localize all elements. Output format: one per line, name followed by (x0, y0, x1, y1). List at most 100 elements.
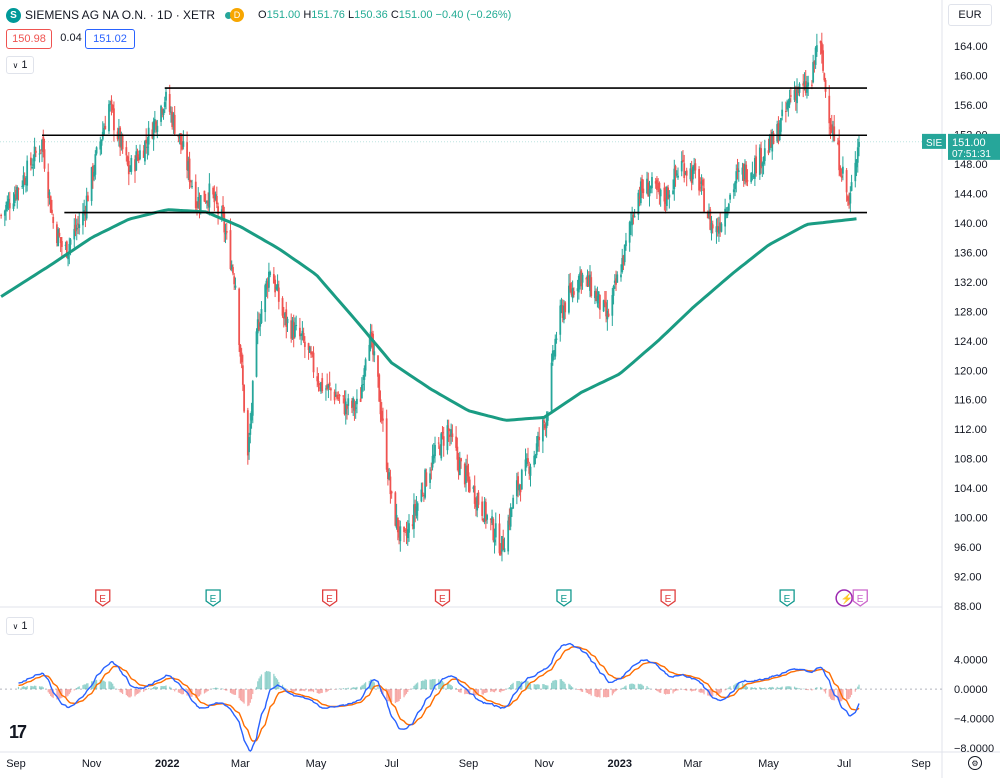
settings-gear-icon[interactable]: ⚙ (968, 756, 982, 770)
candle-body (475, 500, 477, 508)
candle-body (753, 158, 756, 179)
candle-body (622, 255, 625, 265)
candle-body (665, 186, 668, 206)
candle-body (134, 159, 136, 172)
candle-body (850, 182, 853, 191)
candle-body (625, 240, 627, 247)
candle-body (745, 164, 748, 183)
candle-body (596, 295, 599, 304)
candle-body (793, 90, 796, 100)
candle-body (589, 274, 591, 291)
candle-body (525, 458, 528, 464)
candle-body (264, 285, 267, 313)
bid-price-button[interactable]: 150.98 (6, 29, 52, 49)
candle-body (752, 175, 755, 178)
candle-body (694, 163, 697, 171)
price-tick-label: 116.00 (954, 395, 987, 407)
candle-body (42, 136, 45, 152)
candle-body (276, 284, 279, 291)
event-marker-label: E (439, 594, 446, 605)
main-pane-collapse-button[interactable]: ∨ 1 (6, 56, 34, 74)
candle-body (109, 103, 112, 105)
candle-body (291, 320, 294, 339)
candle-body (499, 550, 502, 555)
macd-tick-label: 0.0000 (954, 684, 988, 696)
candle-body (777, 123, 780, 142)
candle-body (282, 316, 285, 319)
candle-body (716, 226, 719, 232)
tradingview-logo[interactable]: 17 (9, 722, 27, 742)
candle-body (290, 320, 293, 339)
candle-body (819, 40, 822, 44)
upcoming-earnings-marker-icon (852, 589, 868, 607)
candle-body (616, 274, 619, 283)
candle-body (238, 288, 241, 346)
candle-body (537, 435, 539, 447)
candle-body (294, 325, 296, 337)
ticker-label-box (922, 133, 946, 149)
candle-body (370, 332, 373, 337)
event-marker-label: ⚡ (841, 592, 853, 605)
candle-body (476, 496, 479, 511)
candle-body (460, 458, 462, 462)
candle-body (846, 196, 849, 201)
macd-pane-collapse-button[interactable]: ∨ 1 (6, 617, 34, 635)
time-axis-label: Sep (459, 758, 479, 770)
candle-body (233, 276, 236, 285)
candle-body (47, 171, 50, 199)
candle-body (127, 160, 130, 175)
candle-body (737, 170, 740, 173)
candle-body (607, 313, 610, 317)
price-tick-label: 164.00 (954, 41, 988, 53)
candle-body (812, 62, 815, 83)
candle-body (684, 172, 687, 175)
candle-body (441, 431, 444, 434)
candle-body (38, 153, 41, 155)
price-tick-label: 120.00 (954, 365, 988, 377)
candle-body (272, 274, 275, 284)
candle-body (15, 190, 17, 199)
candle-body (845, 170, 848, 193)
candle-body (486, 515, 488, 520)
candle-body (564, 302, 567, 313)
candle-body (328, 382, 331, 386)
time-axis-label: Sep (6, 758, 26, 770)
candle-body (29, 157, 32, 166)
candle-body (17, 188, 20, 190)
candle-body (337, 397, 340, 399)
candle-body (554, 338, 557, 357)
candle-body (359, 398, 362, 402)
main-collapse-count: 1 (21, 59, 28, 71)
candle-body (298, 327, 301, 337)
candle-body (689, 168, 692, 180)
candle-body (260, 309, 263, 323)
symbol-title[interactable]: SIEMENS AG NA O.N. · 1D · XETR (25, 8, 216, 22)
candle-body (333, 391, 336, 401)
candle-body (807, 82, 810, 87)
candle-body (699, 187, 702, 189)
currency-selector[interactable]: EUR (948, 4, 992, 26)
delayed-data-badge[interactable]: D (230, 8, 245, 22)
candle-body (389, 476, 392, 495)
candle-body (648, 189, 651, 197)
candle-body (373, 351, 376, 356)
candle-body (137, 157, 140, 161)
candle-body (560, 304, 563, 308)
price-tick-label: 124.00 (954, 336, 988, 348)
candle-body (649, 185, 652, 189)
candle-body (820, 42, 823, 54)
candle-body (126, 156, 129, 165)
candle-body (641, 178, 643, 191)
ask-price-button[interactable]: 151.02 (85, 29, 135, 49)
candle-body (811, 84, 813, 86)
candle-body (189, 180, 192, 183)
candle-body (196, 204, 198, 207)
candle-body (664, 197, 667, 204)
candle-body (275, 286, 278, 289)
candle-body (841, 166, 844, 174)
candle-body (103, 127, 105, 135)
candle-body (551, 350, 554, 362)
candle-body (232, 267, 234, 274)
candle-body (57, 229, 60, 247)
